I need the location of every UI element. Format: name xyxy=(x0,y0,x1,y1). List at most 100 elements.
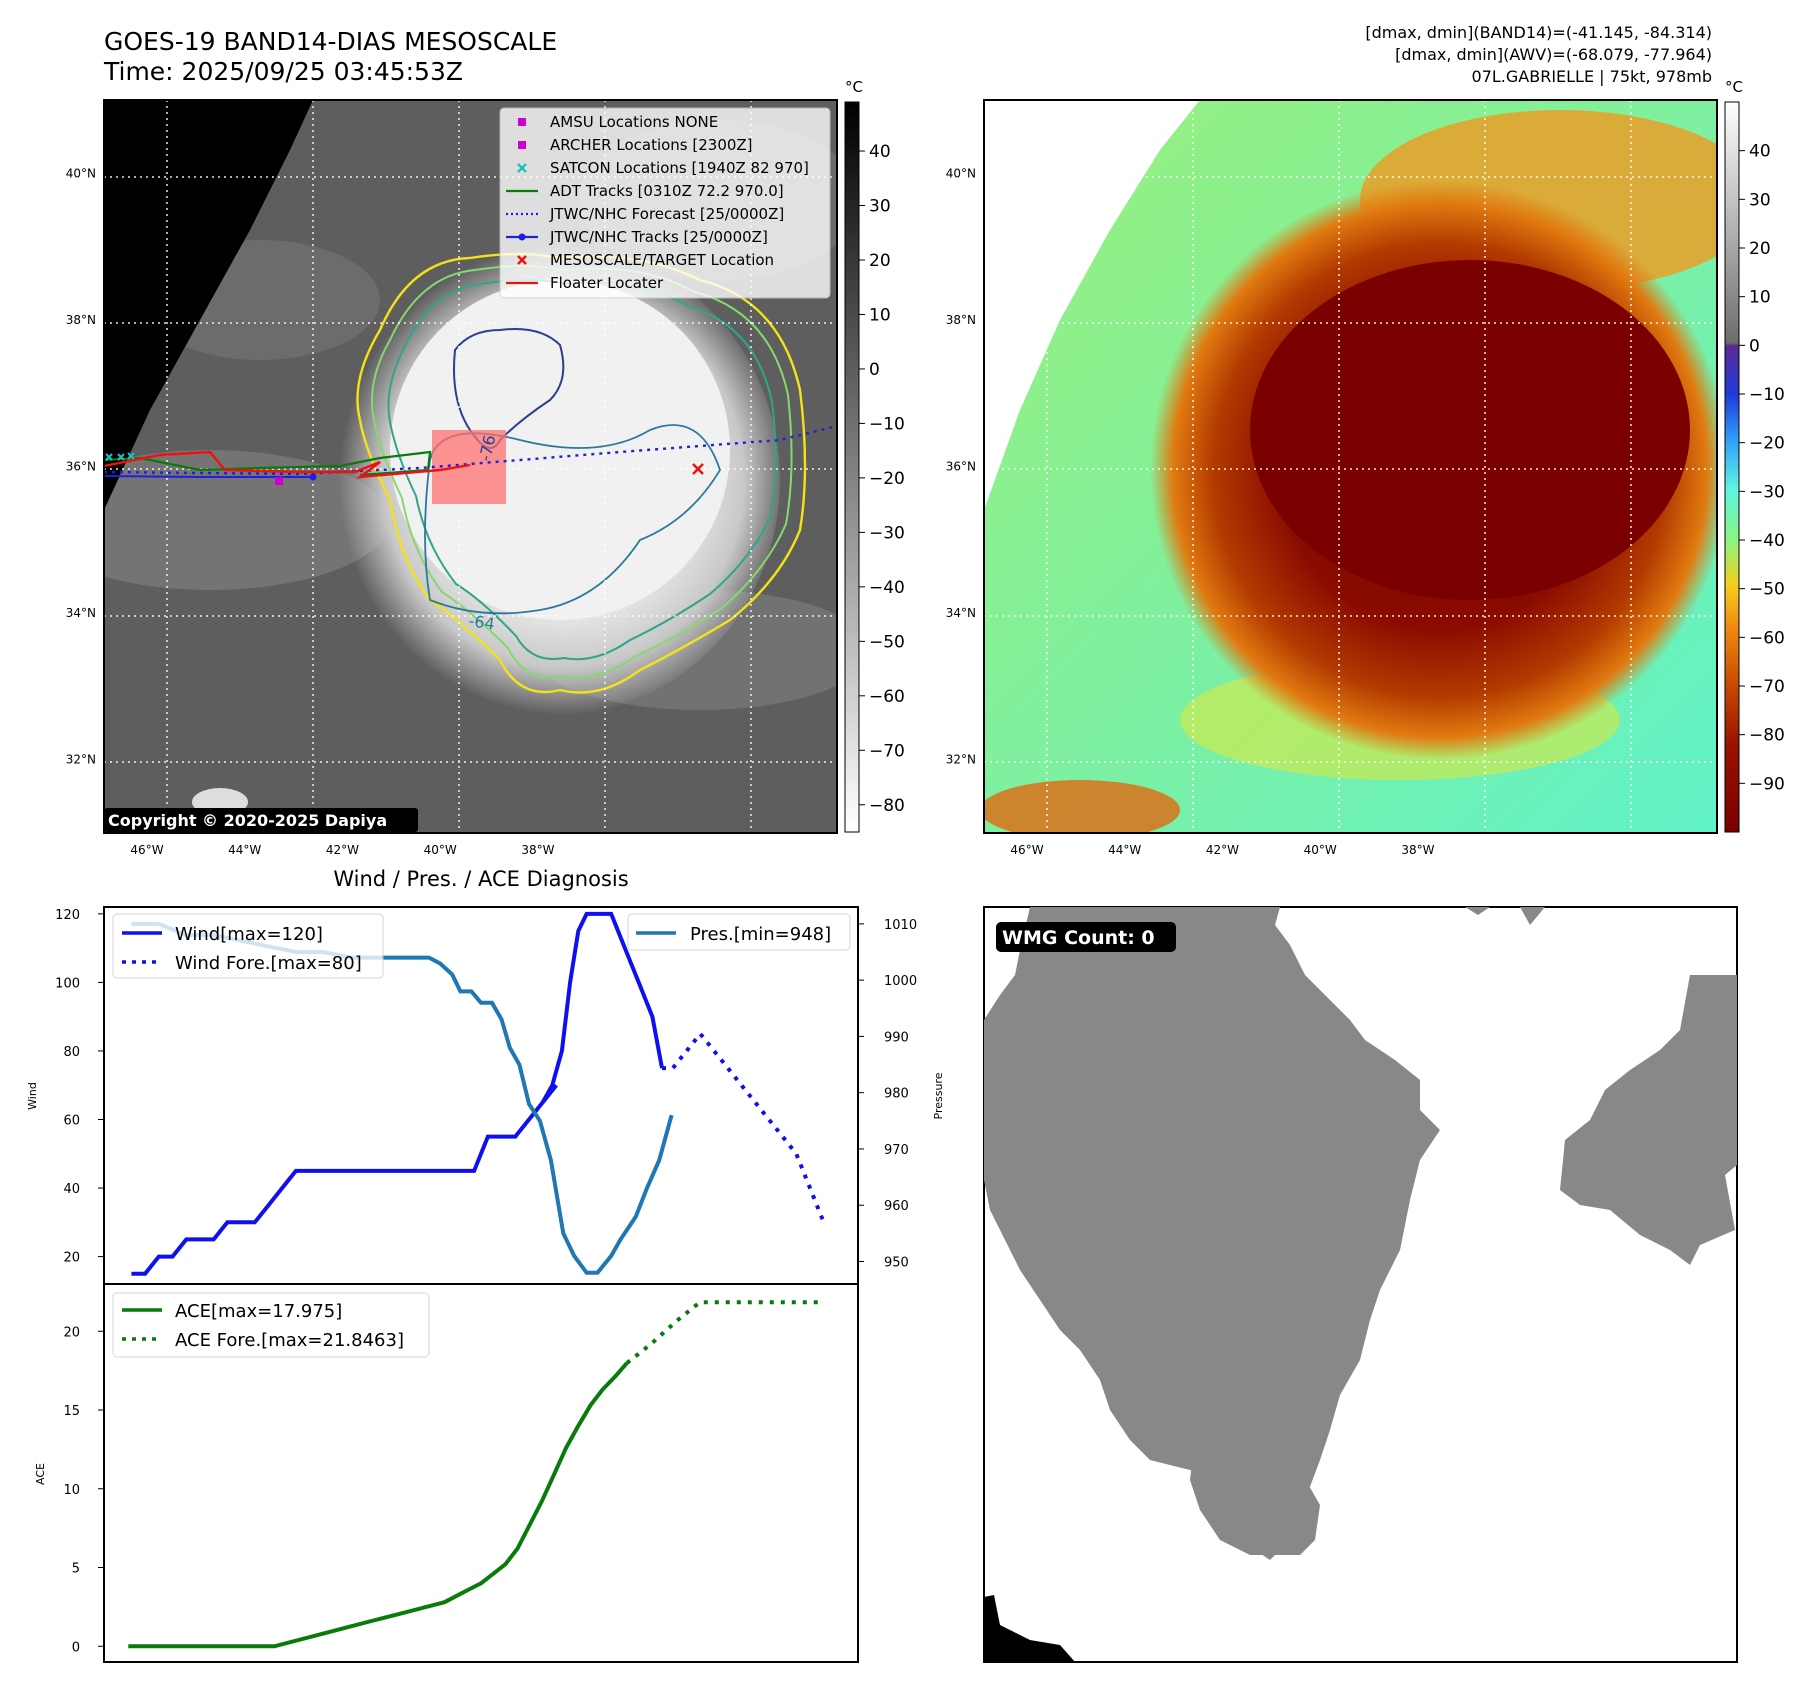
wmg-region-topright xyxy=(1465,907,1490,915)
ir-map-lon-label: 38°W xyxy=(521,843,554,857)
ir-colorbar-tick-label: −30 xyxy=(869,523,905,543)
ir-map-lat-label: 38°N xyxy=(66,313,96,327)
floater-track xyxy=(104,450,471,479)
ir-colorbar-tick-label: 30 xyxy=(869,197,891,217)
pressure-tick-label: 1010 xyxy=(884,918,917,933)
ir-colorbar-tick-label: −70 xyxy=(869,741,905,761)
awv-colorbar-gradient xyxy=(1724,101,1740,833)
awv-map-lat-label: 32°N xyxy=(946,753,976,767)
ir-map-lat-label: 32°N xyxy=(66,753,96,767)
archer-location-marker xyxy=(275,477,283,485)
pressure-tick-label: 990 xyxy=(884,1030,909,1045)
ir-colorbar-tick-label: −10 xyxy=(869,414,905,434)
ace-legend: ACE[max=17.975] ACE Fore.[max=21.8463] xyxy=(112,1292,430,1358)
awv-colorbar-tick-label: −80 xyxy=(1749,726,1785,746)
ir-colorbar-tick-label: 40 xyxy=(869,142,891,162)
adt-track xyxy=(104,450,432,477)
satcon-location-markers xyxy=(105,452,135,461)
legend-marker-dot xyxy=(518,233,526,241)
pressure-legend-label: Pres.[min=948] xyxy=(690,924,831,945)
pressure-tick-label: 960 xyxy=(884,1199,909,1214)
ir-map-lat-label: 36°N xyxy=(66,460,96,474)
ir-colorbar: °C 40 30 20 10 0 −10 −20 −30 −40 −50 −60 −70 −80 xyxy=(844,78,905,833)
legend-label: Floater Locater xyxy=(550,274,664,292)
awv-colorbar-tick-label: −90 xyxy=(1749,774,1785,794)
legend-label: JTWC/NHC Tracks [25/0000Z] xyxy=(549,228,768,246)
map-legend: AMSU Locations NONE ARCHER Locations [230… xyxy=(499,107,831,299)
legend-label: MESOSCALE/TARGET Location xyxy=(550,251,774,269)
legend-marker-square xyxy=(518,141,526,149)
ace-tick-label: 20 xyxy=(63,1325,80,1340)
legend-marker-x xyxy=(517,255,527,265)
ir-map-lon-label: 46°W xyxy=(130,843,163,857)
ir-map-lat-label: 34°N xyxy=(66,606,96,620)
pressure-legend: Pres.[min=948] xyxy=(627,913,851,951)
wmg-region-topright xyxy=(1520,907,1545,925)
wind-fore-legend-label: Wind Fore.[max=80] xyxy=(175,953,362,974)
awv-colorbar-tick-label: 40 xyxy=(1749,142,1771,162)
ir-colorbar-tick-label: 0 xyxy=(869,360,880,380)
awv-map-lon-label: 40°W xyxy=(1304,843,1337,857)
ir-colorbar-gradient xyxy=(844,101,860,833)
storm-core xyxy=(390,280,730,620)
wmg-region-main xyxy=(984,907,1440,1560)
awv-storm-core xyxy=(1250,260,1690,600)
stats-band14: [dmax, dmin](BAND14)=(-41.145, -84.314) xyxy=(1365,23,1712,42)
awv-colorbar-tick-label: −20 xyxy=(1749,434,1785,454)
legend-label: ARCHER Locations [2300Z] xyxy=(550,136,753,154)
awv-colorbar-tick-label: −40 xyxy=(1749,531,1785,551)
ir-colorbar-tick-label: 20 xyxy=(869,251,891,271)
ace-tick-label: 10 xyxy=(63,1483,80,1498)
wmg-panel: WMG Count: 0 xyxy=(983,906,1738,1663)
pressure-legend-box xyxy=(627,913,851,951)
legend-label: ADT Tracks [0310Z 72.2 970.0] xyxy=(550,182,784,200)
pressure-axis-label: Pressure xyxy=(932,1072,945,1119)
legend-label: AMSU Locations NONE xyxy=(550,113,718,131)
awv-map-lat-label: 36°N xyxy=(946,460,976,474)
stats-storm: 07L.GABRIELLE | 75kt, 978mb xyxy=(1472,67,1712,86)
wind-line xyxy=(540,911,664,1104)
awv-moist-patch xyxy=(984,780,1180,833)
wind-axis-label: Wind xyxy=(26,1082,39,1110)
awv-colorbar-tick-label: −10 xyxy=(1749,385,1785,405)
ir-map-lat-label: 40°N xyxy=(66,166,96,180)
figure-title: GOES-19 BAND14-DIAS MESOSCALE xyxy=(104,27,557,56)
ace-legend-label: ACE[max=17.975] xyxy=(175,1301,342,1322)
awv-colorbar-tick-label: −30 xyxy=(1749,482,1785,502)
awv-map-lon-label: 42°W xyxy=(1206,843,1239,857)
wind-tick-label: 80 xyxy=(63,1045,80,1060)
ir-colorbar-unit: °C xyxy=(845,78,863,96)
mesoscale-target-marker xyxy=(692,463,704,475)
ir-colorbar-tick-label: −20 xyxy=(869,469,905,489)
wmg-region-lower xyxy=(1190,1390,1320,1555)
wmg-count-box xyxy=(996,922,1176,952)
awv-colorbar-tick-label: −60 xyxy=(1749,628,1785,648)
wind-pressure-panel: 20 40 60 80 100 120 950 960 970 980 990 1000 1010 W… xyxy=(26,906,945,1285)
diagnosis-title: Wind / Pres. / ACE Diagnosis xyxy=(333,867,628,891)
wind-legend-box xyxy=(112,913,384,979)
awv-map-lon-label: 46°W xyxy=(1010,843,1043,857)
legend-label: JTWC/NHC Forecast [25/0000Z] xyxy=(549,205,784,223)
awv-lat-lon-grid xyxy=(984,100,1717,833)
legend-marker-square xyxy=(518,118,526,126)
ace-tick-label: 15 xyxy=(63,1404,80,1419)
ir-map-lon-label: 42°W xyxy=(326,843,359,857)
pressure-tick-label: 970 xyxy=(884,1143,909,1158)
awv-colorbar-tick-label: 0 xyxy=(1749,336,1760,356)
wind-line xyxy=(131,1083,558,1276)
copyright-box xyxy=(104,808,418,832)
ace-line xyxy=(128,1361,629,1649)
ir-colorbar-tick-label: 10 xyxy=(869,305,891,325)
awv-map-lat-label: 38°N xyxy=(946,313,976,327)
wind-tick-label: 40 xyxy=(63,1182,80,1197)
figure-time: Time: 2025/09/25 03:45:53Z xyxy=(103,57,463,86)
wmg-count-text: WMG Count: 0 xyxy=(1002,927,1155,949)
wind-tick-label: 20 xyxy=(63,1251,80,1266)
pressure-tick-label: 1000 xyxy=(884,974,917,989)
awv-no-data-region xyxy=(984,100,1200,510)
floater-locater-box xyxy=(432,430,506,504)
ace-panel: 0 5 10 15 20 ACE ACE[max=17.975] ACE Fore.[m… xyxy=(34,1283,859,1663)
cloud-streak xyxy=(104,450,390,590)
